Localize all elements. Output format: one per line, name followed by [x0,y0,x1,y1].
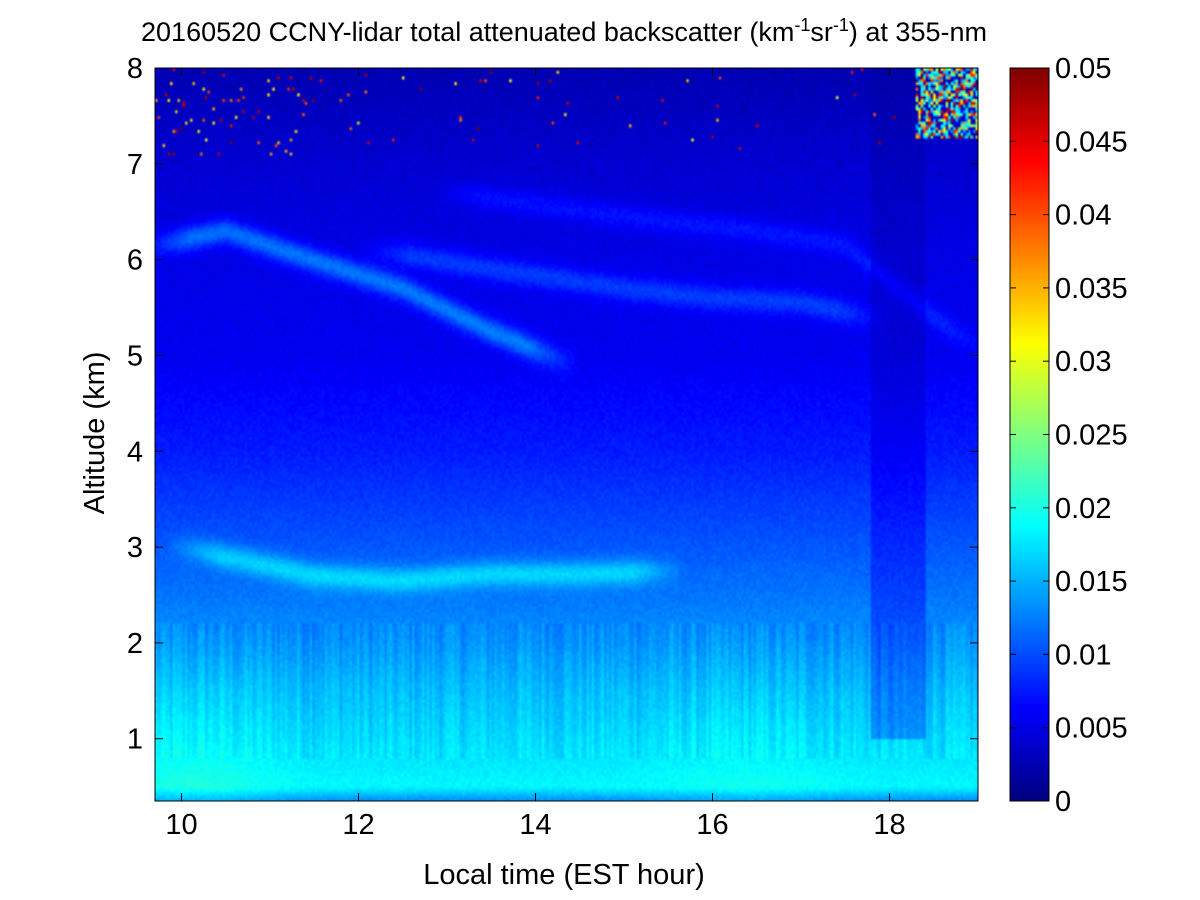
x-tick-label-14: 14 [519,809,551,841]
plot-frame [154,67,979,802]
x-axis: 10 12 14 16 18 [165,68,906,841]
colorbar-tick-label-5: 0.025 [1055,420,1128,452]
colorbar-tick-label-9: 0.045 [1055,126,1128,158]
title-sup1: -1 [794,15,810,35]
y-axis: 1 2 3 4 5 6 7 8 [127,53,978,756]
y-tick-label-8: 8 [127,53,143,85]
x-tick-label-12: 12 [342,809,374,841]
x-tick-label-16: 16 [696,809,728,841]
colorbar-tick-label-6: 0.03 [1055,346,1111,378]
colorbar-tick-label-1: 0.005 [1055,713,1128,745]
colorbar: 0 0.005 0.01 0.015 0.02 0.025 0.03 0.035 0.04 0.0… [1009,53,1128,818]
chart-title: 20160520 CCNY-lidar total attenuated bac… [141,15,987,47]
x-tick-label-18: 18 [873,809,905,841]
title-suffix: ) at 355-nm [849,17,987,47]
x-tick-label-10: 10 [165,809,197,841]
y-tick-label-3: 3 [127,532,143,564]
title-sup2: -1 [833,15,849,35]
colorbar-tick-label-0: 0 [1055,786,1071,818]
x-axis-label: Local time (EST hour) [423,859,705,891]
colorbar-tick-label-7: 0.035 [1055,273,1128,305]
y-tick-label-5: 5 [127,340,143,372]
colorbar-tick-label-10: 0.05 [1055,53,1111,85]
colorbar-tick-label-3: 0.015 [1055,566,1128,598]
colorbar-tick-label-4: 0.02 [1055,493,1111,525]
colorbar-tick-label-2: 0.01 [1055,639,1111,671]
plot-area [154,67,979,802]
title-prefix: 20160520 CCNY-lidar total attenuated bac… [141,17,794,47]
y-axis-label: Altitude (km) [79,352,111,515]
y-tick-label-7: 7 [127,149,143,181]
colorbar-tick-label-8: 0.04 [1055,200,1111,232]
title-mid: sr [810,17,833,47]
colorbar-gradient [1010,68,1049,801]
colorbar-ticks: 0 0.005 0.01 0.015 0.02 0.025 0.03 0.035 0.04 0.0… [1010,53,1128,818]
y-tick-label-2: 2 [127,628,143,660]
y-tick-label-6: 6 [127,245,143,277]
y-tick-label-4: 4 [127,436,143,468]
backscatter-heatmap [155,68,978,801]
y-tick-label-1: 1 [127,724,143,756]
